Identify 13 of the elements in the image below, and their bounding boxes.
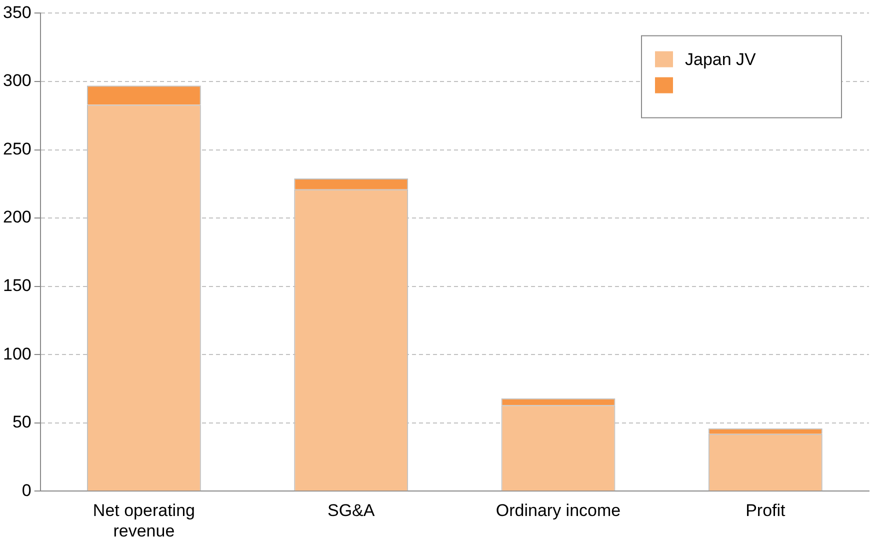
legend-label: Japan JV [685,50,757,69]
y-tick-label: 300 [2,71,32,90]
y-tick-label: 150 [2,276,32,296]
x-tick-label: Profit [746,501,786,520]
x-tick-label: SG&A [327,501,376,520]
y-tick-label: 250 [2,139,32,158]
y-tick-label: 200 [2,208,32,227]
x-tick-label: Ordinary income [496,501,621,520]
y-tick-label: 100 [2,344,32,364]
x-tick-label: Net operating revenue [92,501,195,540]
y-tick-label: 350 [2,2,32,22]
y-tick-label: 0 [22,480,32,500]
y-tick-label: 50 [12,412,32,432]
